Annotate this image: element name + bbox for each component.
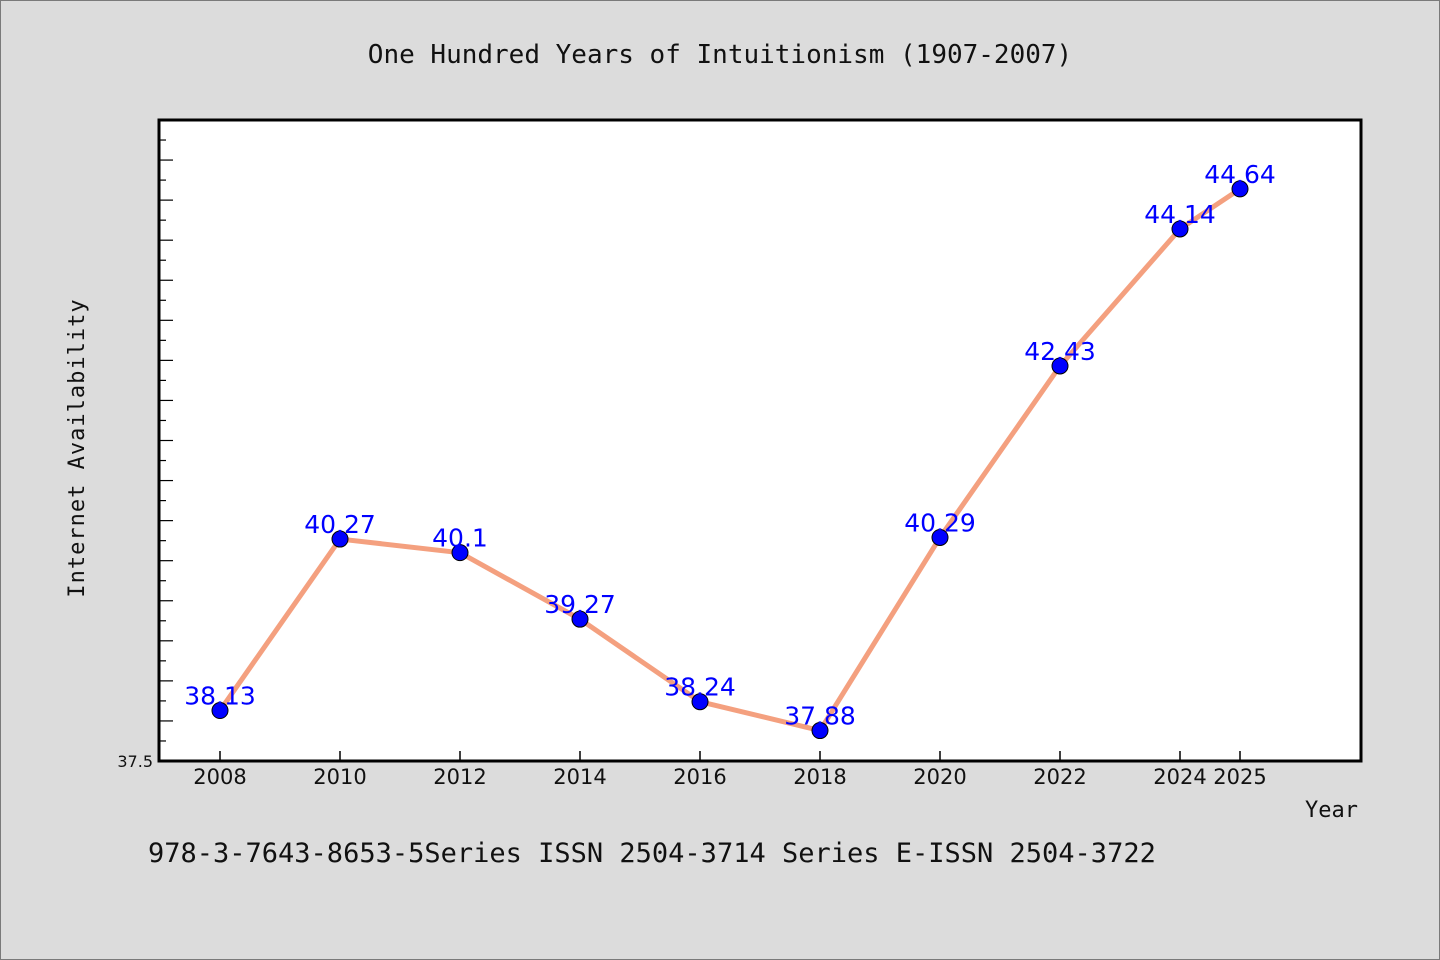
- data-point: [1051, 357, 1069, 375]
- x-tick-label: 2024: [1153, 765, 1206, 789]
- data-point: [691, 693, 709, 711]
- data-label: 40.27: [304, 510, 376, 539]
- x-tick-label: 2022: [1033, 765, 1086, 789]
- x-tick-label: 2010: [313, 765, 366, 789]
- x-tick-label: 2018: [793, 765, 846, 789]
- chart-title: One Hundred Years of Intuitionism (1907-…: [368, 40, 1072, 70]
- data-label: 38.13: [184, 682, 256, 711]
- x-tick-label: 2025: [1213, 765, 1266, 789]
- data-label: 44.14: [1144, 200, 1216, 229]
- x-axis-title: Year: [1305, 798, 1358, 823]
- y-axis-ticks: 37.5: [117, 119, 173, 771]
- data-label: 40.1: [432, 524, 488, 553]
- x-tick-label: 2012: [433, 765, 486, 789]
- data-point: [811, 722, 829, 740]
- data-label: 37.88: [784, 702, 856, 731]
- x-tick-label: 2020: [913, 765, 966, 789]
- data-point: [1171, 220, 1189, 238]
- y-axis-title: Internet Availability: [65, 298, 90, 597]
- y-tick-label: 37.5: [117, 752, 153, 771]
- data-label: 42.43: [1024, 337, 1096, 366]
- x-axis-ticks: 2008 2010 2012 2014 2016 2018 2020 2022 2024 2025: [193, 751, 1267, 789]
- data-point: [331, 530, 349, 548]
- data-label: 38.24: [664, 673, 736, 702]
- data-point: [451, 544, 469, 562]
- data-point: [571, 610, 589, 628]
- x-tick-label: 2016: [673, 765, 726, 789]
- data-point: [1231, 180, 1249, 198]
- x-tick-label: 2008: [193, 765, 246, 789]
- data-label: 40.29: [904, 508, 976, 537]
- data-point: [211, 702, 229, 720]
- data-label: 44.64: [1204, 160, 1276, 189]
- series-line: [217, 186, 1243, 734]
- series-layer: 38.13 40.27 40.1 39.27 38.24 37.88 40.29 42.43 4…: [184, 160, 1276, 740]
- x-tick-label: 2014: [553, 765, 606, 789]
- plot-area: [157, 118, 1363, 763]
- data-label: 39.27: [544, 590, 616, 619]
- data-point: [931, 528, 949, 546]
- footer-isbn-text: 978-3-7643-8653-5Series ISSN 2504-3714 S…: [148, 838, 1156, 869]
